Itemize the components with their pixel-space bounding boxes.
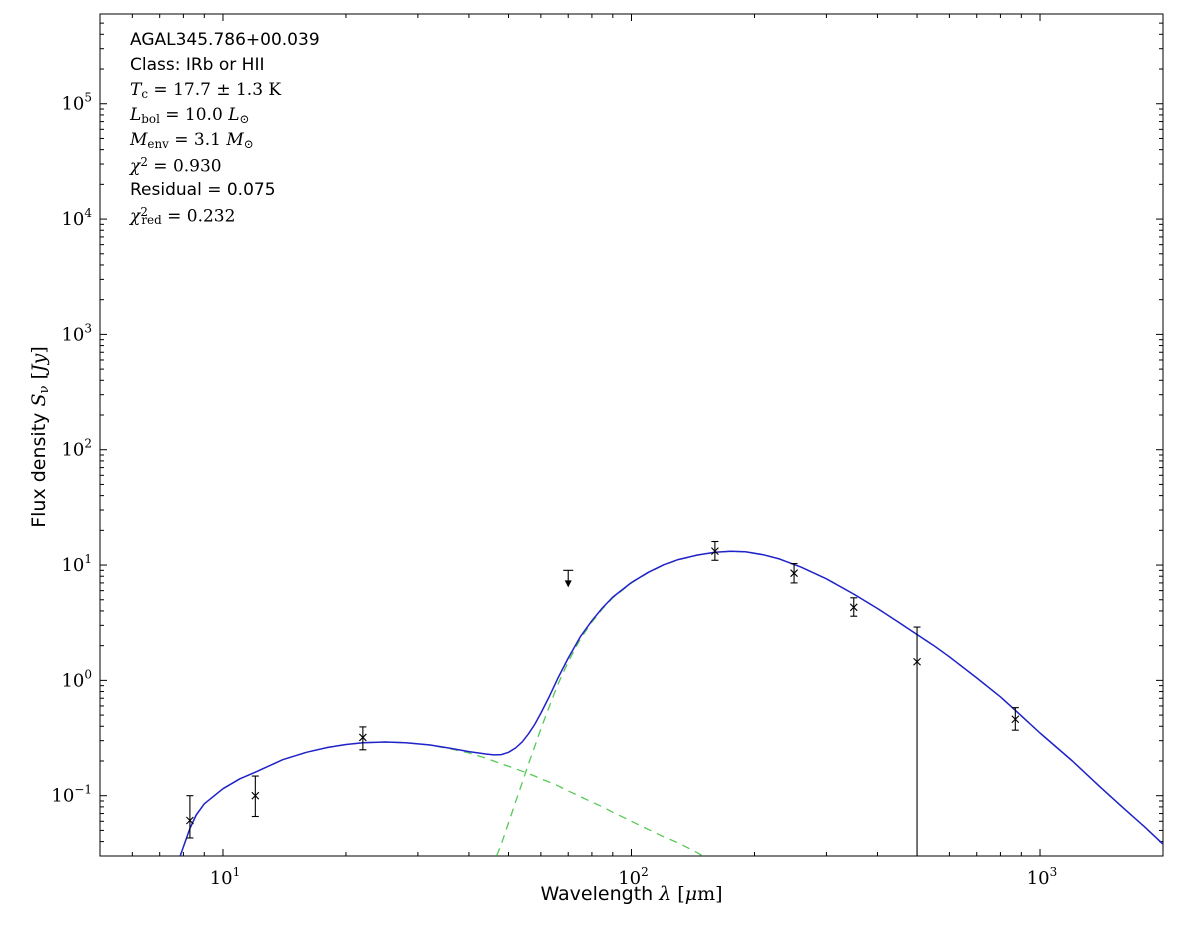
text-part: M (130, 130, 148, 150)
data-point (710, 540, 719, 561)
text-part: μ (684, 883, 698, 905)
text-part: 2 (140, 155, 148, 169)
data-point (849, 597, 858, 617)
text-part: = 0.930 (147, 156, 222, 177)
tick-label: 104 (61, 206, 92, 230)
tick-label: 101 (210, 865, 241, 889)
tick-label: 101 (61, 552, 92, 576)
x-tick-labels: 101 102 103 (210, 865, 1058, 889)
data-point (251, 775, 260, 818)
down-arrow-icon (564, 580, 572, 588)
text-part: M (226, 130, 244, 150)
x-marker (913, 657, 921, 666)
text-part: ] (27, 346, 50, 354)
x-marker (790, 569, 798, 578)
annotation-line: χ2red = 0.232 (130, 205, 320, 230)
text-part: χ (130, 156, 141, 177)
annotation-line: Class: IRb or HII (130, 55, 320, 80)
annotation-line: χ2 = 0.930 (130, 155, 320, 180)
model-total-curve (179, 550, 1163, 856)
text-part: Residual = 0.075 (130, 180, 276, 200)
text-part: L (130, 105, 142, 125)
text-part: 2 (140, 205, 148, 219)
text-part: Wavelength (540, 883, 660, 905)
annotation-line: Tc = 17.7 ± 1.3 K (130, 80, 320, 105)
x-axis-label: Wavelength λ [μm] (100, 883, 1163, 906)
text-part: env (147, 137, 169, 152)
text-part: ν (37, 385, 53, 394)
text-part: m (697, 883, 716, 905)
text-part: red (141, 213, 162, 228)
text-part: ⊙ (239, 112, 250, 127)
tick-label: 105 (61, 91, 92, 115)
data-point (186, 795, 194, 839)
annotation-line: Lbol = 10.0 L⊙ (130, 105, 320, 130)
x-marker (186, 816, 194, 825)
tick-label: 100 (61, 667, 92, 691)
annotation-line: Menv = 3.1 M⊙ (130, 130, 320, 155)
text-part: Flux density (27, 406, 50, 528)
annotation-line: AGAL345.786+00.039 (130, 30, 320, 55)
x-marker (358, 733, 367, 742)
text-part: ] (715, 883, 723, 905)
text-part: = 17.7 ± 1.3 K (148, 80, 282, 100)
tick-label: 102 (618, 865, 649, 889)
tick-label: 103 (1027, 865, 1058, 889)
annotation-box: AGAL345.786+00.039 Class: IRb or HII Tc = … (130, 30, 320, 230)
annotation-line: Residual = 0.075 (130, 180, 320, 205)
text-part: [ (671, 883, 685, 905)
text-part: T (130, 80, 142, 100)
text-part: λ (659, 883, 672, 905)
data-point (790, 563, 798, 584)
text-part: L (228, 105, 240, 125)
text-part: χ (130, 206, 141, 227)
x-marker (849, 603, 858, 612)
text-part: = 0.232 (161, 206, 236, 227)
data-point (1011, 707, 1020, 731)
tick-label: 103 (61, 321, 92, 345)
text-part: S (27, 393, 50, 407)
tick-label: 102 (61, 437, 92, 461)
text-part: Jy (27, 353, 50, 372)
upper-limit-point (563, 569, 574, 588)
tick-label: 10−1 (51, 783, 92, 807)
x-marker (1011, 715, 1020, 724)
text-part: bol (141, 112, 160, 127)
y-axis-label: Flux density Sν [Jy] (28, 346, 52, 528)
data-point (913, 626, 921, 856)
cold-component-curve (495, 550, 1163, 856)
x-ticks (99, 14, 1164, 856)
text-part: [ (27, 371, 50, 386)
text-part: ⊙ (243, 137, 254, 152)
text-part: AGAL345.786+00.039 (130, 30, 320, 50)
text-part: = 10.0 (159, 105, 229, 125)
text-part: = 3.1 (168, 130, 227, 150)
data-point (358, 726, 367, 751)
data-points (186, 540, 1020, 856)
text-part: Class: IRb or HII (130, 55, 265, 75)
y-ticks (100, 13, 1163, 857)
warm-component-curve (179, 741, 705, 856)
x-marker (710, 547, 719, 556)
text-part: c (141, 87, 149, 102)
x-marker (251, 791, 260, 800)
y-tick-labels: 10−1 100 101 102 103 104 105 (51, 91, 92, 807)
